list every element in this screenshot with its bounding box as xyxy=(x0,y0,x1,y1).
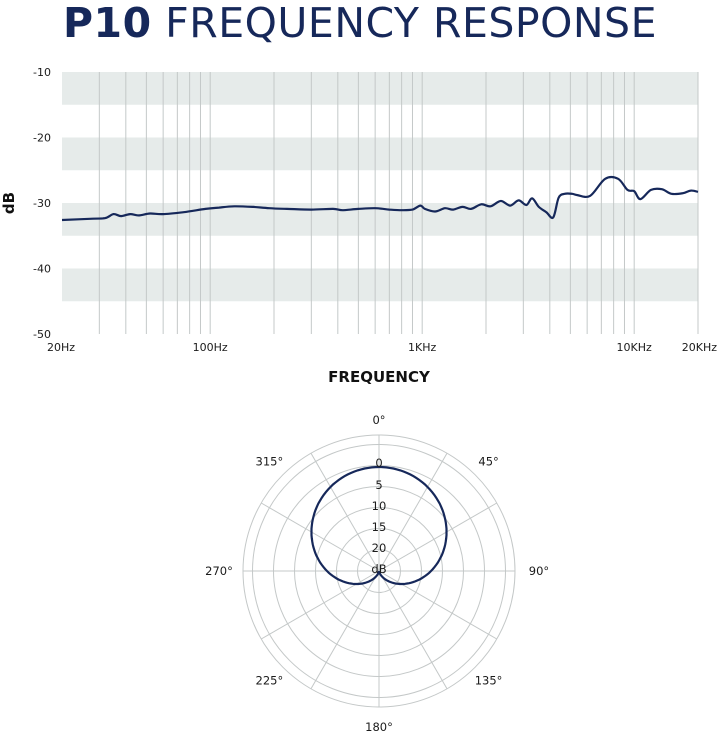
polar-radial-label: 15 xyxy=(372,520,387,534)
polar-angle-label: 45° xyxy=(478,454,498,468)
shaded-band xyxy=(62,72,698,105)
polar-angle-label: 0° xyxy=(372,413,385,427)
polar-angle-label: 225° xyxy=(256,674,284,688)
polar-radial-label: 10 xyxy=(372,499,387,513)
polar-angle-label: 315° xyxy=(256,454,284,468)
polar-angle-label: 180° xyxy=(365,720,393,733)
polar-angle-label: 90° xyxy=(529,564,549,578)
x-tick-label: 20Hz xyxy=(47,341,75,354)
y-axis-ticks: -10 -20 -30 -40 -50 xyxy=(33,66,51,341)
polar-spoke xyxy=(378,570,448,690)
shaded-bands xyxy=(62,72,698,302)
polar-angle-labels: 0° 45° 90° 135° 180° 225° 270° 315° xyxy=(205,413,549,733)
y-tick-label: -20 xyxy=(33,132,51,145)
polar-spoke xyxy=(260,570,380,640)
chart-title: P10 FREQUENCY RESPONSE xyxy=(0,0,720,48)
x-axis-label: FREQUENCY xyxy=(328,368,431,386)
y-tick-label: -50 xyxy=(33,328,51,341)
shaded-band xyxy=(62,137,698,171)
polar-cardioid-curve xyxy=(310,465,448,586)
polar-spoke xyxy=(260,502,380,572)
polar-spoke xyxy=(310,452,380,572)
x-axis-ticks: 20Hz 100Hz 1KHz 10KHz 20KHz xyxy=(47,341,717,354)
x-tick-label: 10KHz xyxy=(617,341,652,354)
title-text: FREQUENCY RESPONSE xyxy=(165,0,657,47)
polar-angle-label: 270° xyxy=(205,564,233,578)
polar-radial-label: 0 xyxy=(375,456,382,470)
frequency-curve xyxy=(61,175,699,222)
x-tick-label: 20KHz xyxy=(682,341,717,354)
polar-spoke xyxy=(378,452,448,572)
polar-grid xyxy=(242,434,516,708)
polar-spoke xyxy=(378,570,498,640)
polar-radial-labels: 0 5 10 15 20 dB xyxy=(371,456,386,576)
polar-spoke xyxy=(310,570,380,690)
shaded-band xyxy=(62,268,698,302)
polar-radial-label: dB xyxy=(371,562,386,576)
y-tick-label: -40 xyxy=(33,263,51,276)
frequency-grid xyxy=(98,72,699,334)
model-name: P10 xyxy=(63,0,152,47)
polar-radial-label: 5 xyxy=(375,478,382,492)
y-tick-label: -10 xyxy=(33,66,51,79)
polar-angle-label: 135° xyxy=(475,674,503,688)
y-tick-label: -30 xyxy=(33,197,51,210)
polar-radial-label: 20 xyxy=(372,541,387,555)
y-axis-label: dB xyxy=(0,192,18,214)
x-tick-label: 100Hz xyxy=(193,341,228,354)
x-tick-label: 1KHz xyxy=(408,341,436,354)
frequency-response-chart: -10-20-30-40-50 20Hz 100Hz 1KHz 10KHz 20KHz … xyxy=(0,66,717,386)
polar-spoke xyxy=(378,502,498,572)
